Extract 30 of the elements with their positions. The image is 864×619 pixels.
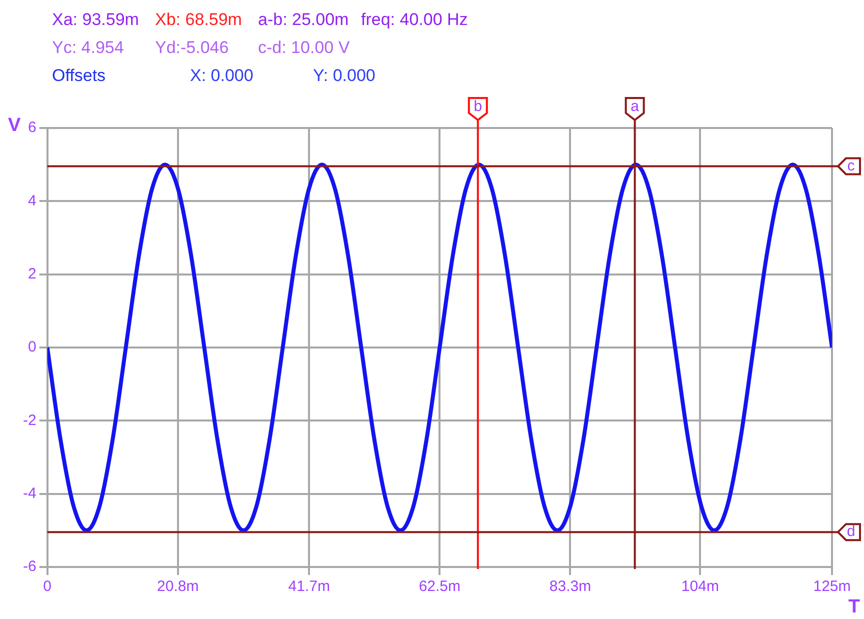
text: Yc: 4.954 — [52, 38, 125, 58]
x-tick-label: 104m — [681, 578, 719, 596]
y-tick-label: -4 — [22, 484, 36, 502]
x-tick-label: 0 — [43, 578, 52, 596]
ref-line-label: b — [474, 98, 482, 116]
ref-line-label: c — [847, 157, 856, 174]
x-tick-label: 125m — [813, 578, 851, 596]
text: Xa: 93.59m — [52, 10, 140, 30]
text: freq: 40.00 Hz — [361, 10, 469, 30]
x-tick-label: 83.3m — [549, 578, 592, 596]
x-axis-title: T — [848, 596, 860, 618]
y-tick-label: -6 — [22, 558, 36, 576]
y-tick-label: 4 — [28, 192, 36, 210]
text: c-d: 10.00 V — [258, 38, 351, 58]
text: a-b: 25.00m — [258, 10, 350, 30]
y-tick-label: 6 — [28, 119, 36, 136]
text: Y: 0.000 — [313, 66, 376, 86]
text: X: 0.000 — [190, 66, 254, 86]
text: Yd:-5.046 — [155, 38, 230, 58]
x-tick-label: 62.5m — [418, 578, 461, 596]
y-tick-label: 0 — [28, 338, 36, 356]
ref-line-label: d — [846, 523, 856, 540]
x-tick-label: 41.7m — [288, 578, 330, 596]
ref-line-label: a — [630, 98, 640, 116]
text: Offsets — [52, 66, 107, 86]
y-axis-title: V — [8, 115, 21, 136]
x-tick-label: 20.8m — [157, 578, 199, 596]
y-tick-label: -2 — [22, 412, 36, 429]
text: Xb: 68.59m — [155, 10, 243, 30]
y-tick-label: 2 — [28, 265, 36, 282]
